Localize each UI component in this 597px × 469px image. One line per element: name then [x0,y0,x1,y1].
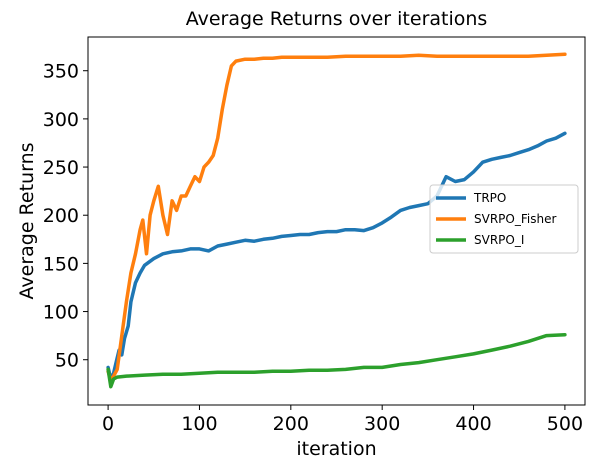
x-tick-label: 100 [181,413,217,435]
series-line-trpo [106,131,567,381]
x-axis: 0 100 200 300 400 500 [102,405,583,435]
legend-label: SVRPO_I [474,233,524,247]
y-tick-label: 300 [43,109,79,131]
x-tick-label: 0 [102,413,114,435]
plot-frame [87,36,586,406]
y-tick-label: 350 [43,61,79,83]
y-tick-label: 50 [55,350,79,372]
x-tick-label: 400 [455,413,491,435]
y-axis: 50 100 150 200 250 300 350 [43,61,88,372]
legend: TRPO SVRPO_Fisher SVRPO_I [429,184,579,254]
y-tick-label: 200 [43,205,79,227]
x-tick-label: 500 [547,413,583,435]
legend-label: SVRPO_Fisher [474,212,556,226]
legend-label: TRPO [473,191,506,205]
x-axis-label: iteration [296,438,376,460]
series-line-svrpo-i [106,332,567,389]
y-tick-label: 250 [43,157,79,179]
x-tick-label: 300 [364,413,400,435]
y-tick-label: 100 [43,302,79,324]
x-tick-label: 200 [273,413,309,435]
y-axis-label: Average Returns [16,142,38,299]
series-line-svrpo-fisher [106,52,567,383]
y-tick-label: 150 [43,253,79,275]
legend-box [429,184,579,254]
chart-title: Average Returns over iterations [186,8,488,30]
